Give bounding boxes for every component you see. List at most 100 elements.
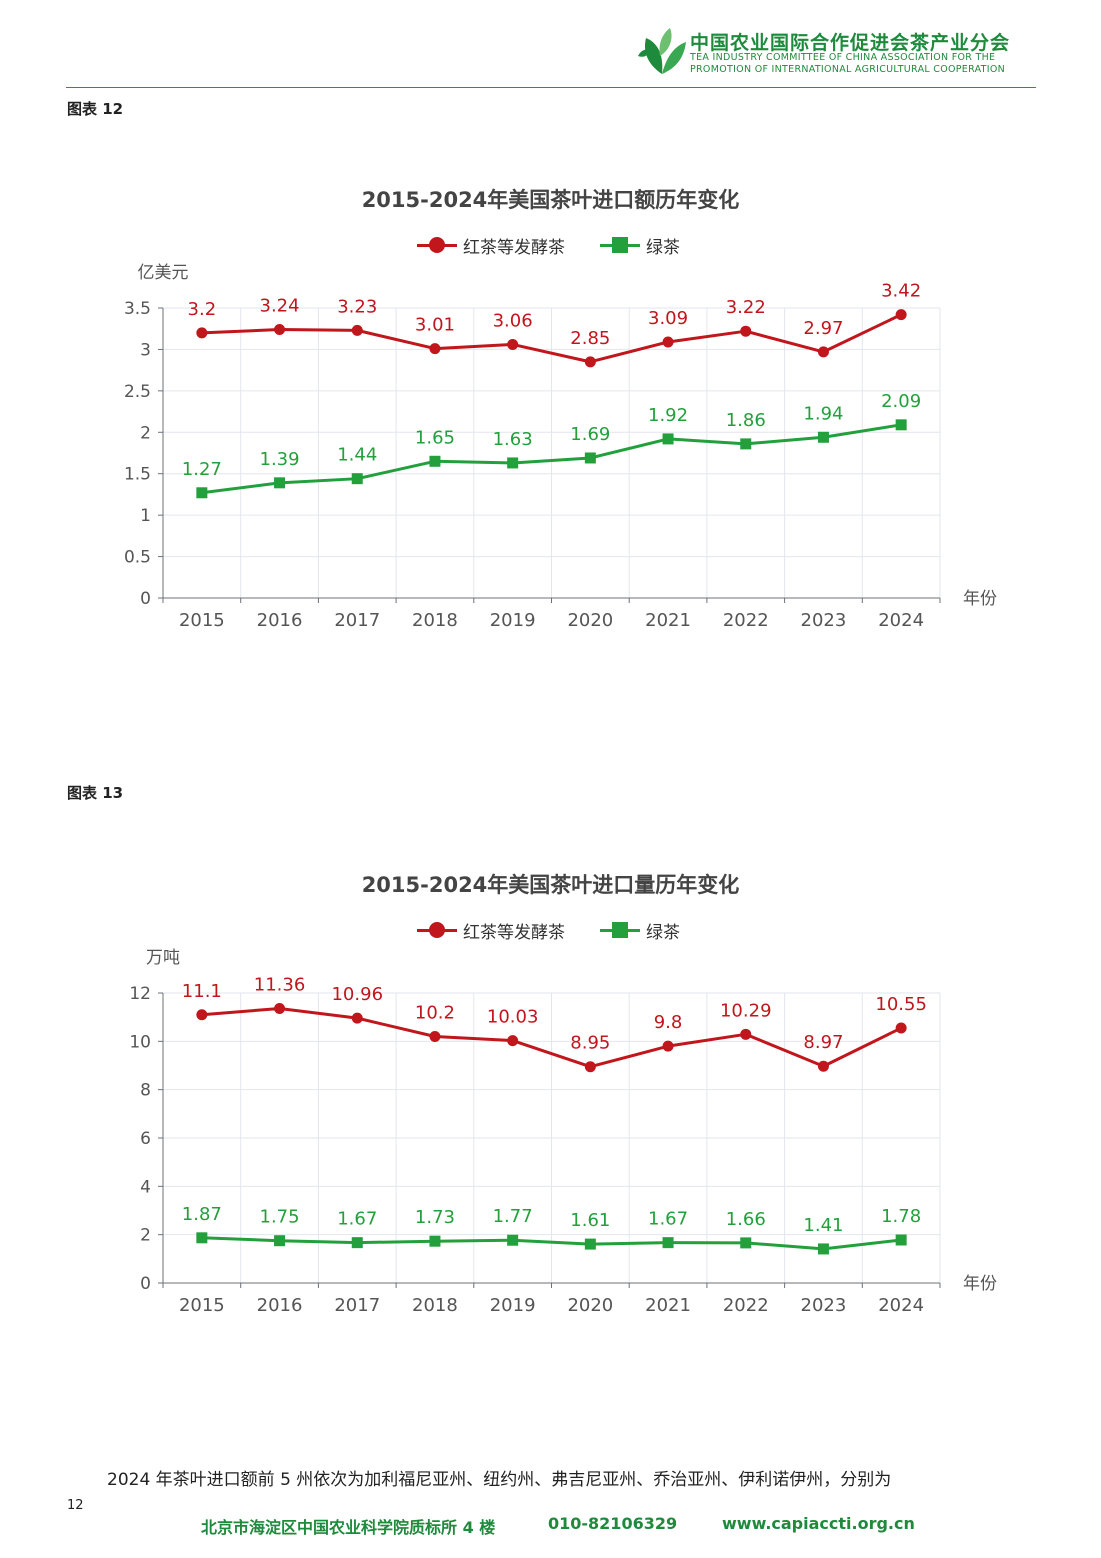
series-line [201,423,902,495]
data-point-circle [429,1031,441,1042]
series-line [201,1006,902,1069]
data-label: 2.85 [570,328,610,349]
data-point-circle [584,1061,596,1073]
data-point-circle [196,327,208,339]
data-label: 10.96 [331,984,383,1005]
chart-title-import-volume: 2015-2024年美国茶叶进口量历年变化 [361,873,740,897]
y-tick-label: 2 [140,423,151,443]
data-point-square [274,477,286,489]
data-label: 1.39 [260,449,300,470]
legend-item-black-tea[interactable]: 红茶等发酵茶 [417,233,565,258]
data-point-square [507,1234,519,1246]
data-point-circle [895,309,907,321]
x-tick-label: 2024 [878,610,924,631]
data-label: 1.92 [648,405,688,426]
legend-circle-marker-icon [417,920,457,940]
data-point-circle [662,336,674,348]
legend-label-green-tea: 绿茶 [646,922,680,943]
data-point-square [274,1235,286,1247]
x-tick-label: 2023 [801,1295,847,1316]
x-tick-label: 2018 [412,610,458,631]
data-label: 1.44 [337,445,377,466]
data-point-circle [584,356,596,368]
org-name-en-line2: PROMOTION OF INTERNATIONAL AGRICULTURAL … [690,64,1006,75]
data-label: 9.8 [654,1012,683,1033]
data-label: 1.78 [881,1206,921,1227]
data-point-square [817,431,829,443]
data-label: 8.95 [570,1033,610,1054]
legend-item-black-tea[interactable]: 红茶等发酵茶 [417,918,565,943]
data-label: 1.94 [803,403,843,424]
data-point-square [740,438,752,450]
x-tick-label: 2018 [412,1295,458,1316]
legend-square-marker-icon [600,235,640,255]
legend-label-black-tea: 红茶等发酵茶 [463,237,565,258]
org-name-en-line1: TEA INDUSTRY COMMITTEE OF CHINA ASSOCIAT… [690,52,996,63]
data-label: 3.2 [188,299,217,320]
x-tick-label: 2022 [723,1295,769,1316]
x-tick-label: 2024 [878,1295,924,1316]
page-number: 12 [67,1498,84,1513]
legend-item-green-tea[interactable]: 绿茶 [600,233,680,258]
data-point-circle [817,346,829,358]
data-label: 10.2 [415,1003,455,1024]
legend-square-marker-icon [600,920,640,940]
x-tick-label: 2020 [567,610,613,631]
data-point-circle [895,1022,907,1034]
x-tick-label: 2017 [334,610,380,631]
data-point-circle [196,1009,208,1021]
data-point-square [429,1235,441,1247]
data-label: 11.1 [182,981,222,1002]
data-point-square [895,419,907,431]
x-tick-label: 2015 [179,610,225,631]
legend-circle-marker-icon [417,235,457,255]
footer-phone: 010-82106329 [548,1514,678,1533]
data-label: 1.67 [337,1209,377,1230]
header-divider [66,87,1036,88]
data-point-square [895,1234,907,1246]
data-point-square [196,1232,208,1244]
data-label: 1.41 [803,1215,843,1236]
legend-item-green-tea[interactable]: 绿茶 [600,918,680,943]
figure-label-13: 图表 13 [67,784,124,802]
chart-legend-import-volume: 红茶等发酵茶 绿茶 [0,918,1101,943]
footer-website[interactable]: www.capiaccti.org.cn [722,1514,915,1533]
data-label: 3.01 [415,315,455,336]
data-label: 1.66 [726,1209,766,1230]
series-line [201,313,902,364]
y-axis-title: 万吨 [146,948,180,968]
x-tick-label: 2016 [257,610,303,631]
legend-label-green-tea: 绿茶 [646,237,680,258]
data-point-circle [507,1035,519,1047]
y-tick-label: 2 [140,1226,151,1246]
y-tick-label: 10 [129,1032,151,1052]
data-point-square [196,487,208,499]
x-tick-label: 2019 [490,1295,536,1316]
data-label: 1.65 [415,427,455,448]
org-name-cn: 中国农业国际合作促进会茶产业分会 [690,32,1011,54]
x-tick-label: 2017 [334,1295,380,1316]
data-point-square [662,1237,674,1249]
y-tick-label: 6 [140,1129,151,1149]
x-tick-label: 2015 [179,1295,225,1316]
data-label: 1.63 [493,429,533,450]
data-point-circle [740,325,752,337]
data-point-square [662,433,674,445]
y-axis-title: 亿美元 [138,263,189,283]
y-tick-label: 0.5 [124,548,151,568]
data-label: 3.06 [493,310,533,331]
data-point-circle [662,1040,674,1052]
data-point-square [740,1237,752,1249]
data-label: 1.77 [493,1206,533,1227]
y-tick-label: 3.5 [124,299,151,319]
data-point-circle [429,343,441,355]
x-tick-label: 2016 [257,1295,303,1316]
data-label: 11.36 [254,974,306,995]
y-tick-label: 1 [140,506,151,526]
x-tick-label: 2021 [645,1295,691,1316]
page-header: 中国农业国际合作促进会茶产业分会 TEA INDUSTRY COMMITTEE … [0,0,1101,92]
data-label: 1.69 [570,424,610,445]
data-label: 3.22 [726,297,766,318]
data-point-square [584,1238,596,1250]
x-tick-label: 2023 [801,610,847,631]
